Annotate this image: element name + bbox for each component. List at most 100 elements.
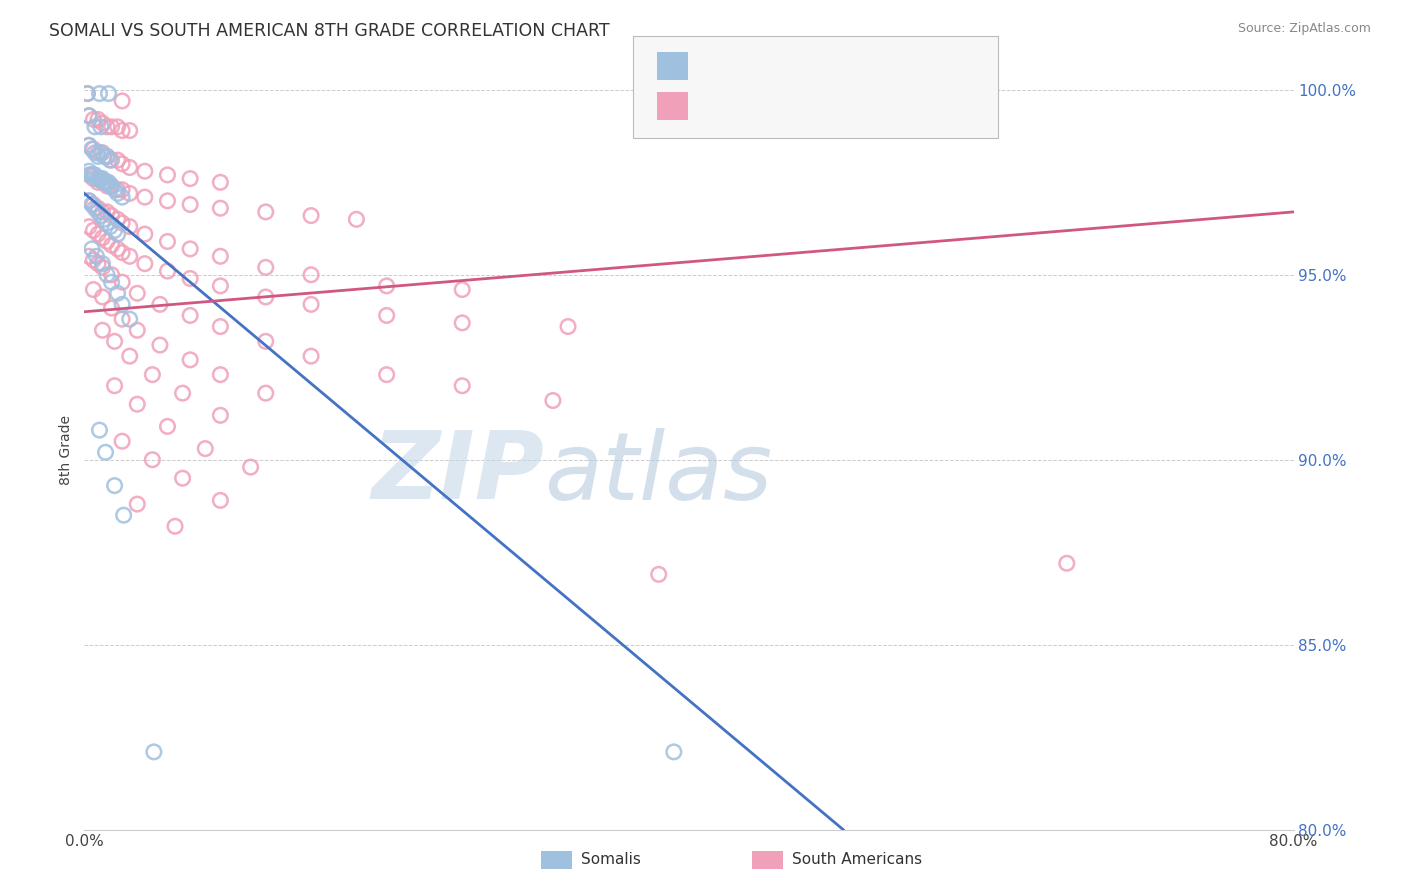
Point bbox=[77, 194, 100, 208]
Point bbox=[118, 161, 141, 175]
Point bbox=[156, 194, 179, 208]
Point bbox=[104, 183, 127, 197]
Point bbox=[172, 471, 194, 485]
Point bbox=[179, 197, 201, 211]
Point bbox=[118, 186, 141, 201]
Text: R =  0.157   N = 116: R = 0.157 N = 116 bbox=[700, 97, 883, 112]
Point bbox=[100, 120, 122, 134]
Point bbox=[451, 283, 474, 297]
Point bbox=[91, 323, 114, 337]
Point bbox=[111, 190, 134, 204]
Point bbox=[209, 409, 232, 423]
Point bbox=[451, 378, 474, 392]
Point bbox=[100, 153, 122, 168]
Text: R = -0.658   N = 54: R = -0.658 N = 54 bbox=[700, 57, 873, 71]
Point bbox=[96, 149, 118, 163]
Point bbox=[87, 257, 110, 271]
Point bbox=[91, 290, 114, 304]
Y-axis label: 8th Grade: 8th Grade bbox=[59, 416, 73, 485]
Point bbox=[107, 242, 129, 256]
Point bbox=[127, 497, 149, 511]
Point bbox=[107, 183, 129, 197]
Point bbox=[96, 179, 118, 194]
Point bbox=[77, 194, 100, 208]
Text: South Americans: South Americans bbox=[792, 853, 922, 867]
Point bbox=[254, 386, 277, 401]
Point bbox=[111, 183, 134, 197]
Point bbox=[541, 393, 564, 408]
Point bbox=[91, 116, 114, 130]
Point bbox=[77, 164, 100, 178]
Point bbox=[82, 223, 104, 237]
Point bbox=[89, 171, 111, 186]
Point bbox=[86, 249, 108, 263]
Point bbox=[254, 290, 277, 304]
Point bbox=[104, 223, 127, 237]
Point bbox=[96, 149, 118, 163]
Point bbox=[111, 123, 134, 137]
Point bbox=[98, 153, 121, 168]
Point bbox=[118, 249, 141, 263]
Point bbox=[87, 175, 110, 189]
Point bbox=[1056, 556, 1078, 570]
Point bbox=[82, 168, 104, 182]
Point bbox=[375, 309, 398, 323]
Point bbox=[104, 378, 127, 392]
Point bbox=[82, 252, 104, 267]
Point bbox=[179, 171, 201, 186]
Point bbox=[662, 745, 685, 759]
Point bbox=[96, 268, 118, 282]
Point bbox=[89, 87, 111, 101]
Point bbox=[77, 249, 100, 263]
Point bbox=[254, 205, 277, 219]
Point bbox=[90, 171, 112, 186]
Point bbox=[375, 368, 398, 382]
Point bbox=[96, 120, 118, 134]
Point bbox=[77, 219, 100, 234]
Point bbox=[100, 275, 122, 289]
Point bbox=[107, 186, 129, 201]
Text: Source: ZipAtlas.com: Source: ZipAtlas.com bbox=[1237, 22, 1371, 36]
Point bbox=[156, 264, 179, 278]
Point bbox=[84, 120, 107, 134]
Point bbox=[451, 316, 474, 330]
Point bbox=[111, 245, 134, 260]
Point bbox=[82, 142, 104, 156]
Point bbox=[97, 87, 120, 101]
Text: ZIP: ZIP bbox=[371, 427, 544, 519]
Point bbox=[179, 242, 201, 256]
Point bbox=[87, 205, 110, 219]
Point bbox=[82, 283, 104, 297]
Point bbox=[112, 508, 135, 523]
Point bbox=[91, 260, 114, 275]
Point bbox=[87, 171, 110, 186]
Point bbox=[141, 368, 163, 382]
Point bbox=[84, 145, 107, 160]
Point bbox=[209, 175, 232, 189]
Point bbox=[179, 271, 201, 285]
Point bbox=[77, 109, 100, 123]
Point bbox=[90, 145, 112, 160]
Point bbox=[127, 323, 149, 337]
Point bbox=[96, 175, 118, 189]
Point bbox=[134, 227, 156, 241]
Point bbox=[80, 168, 103, 182]
Point bbox=[79, 168, 101, 182]
Point bbox=[94, 445, 117, 459]
Point bbox=[209, 278, 232, 293]
Point bbox=[111, 297, 134, 311]
Point bbox=[149, 338, 172, 352]
Point bbox=[91, 145, 114, 160]
Point bbox=[648, 87, 671, 101]
Point bbox=[194, 442, 217, 456]
Point bbox=[90, 120, 112, 134]
Point bbox=[82, 112, 104, 127]
Point bbox=[91, 231, 114, 245]
Point bbox=[84, 201, 107, 215]
Point bbox=[346, 212, 368, 227]
Point bbox=[87, 201, 110, 215]
Point bbox=[239, 460, 262, 475]
Point bbox=[84, 168, 107, 182]
Point bbox=[100, 179, 122, 194]
Point bbox=[299, 209, 322, 223]
